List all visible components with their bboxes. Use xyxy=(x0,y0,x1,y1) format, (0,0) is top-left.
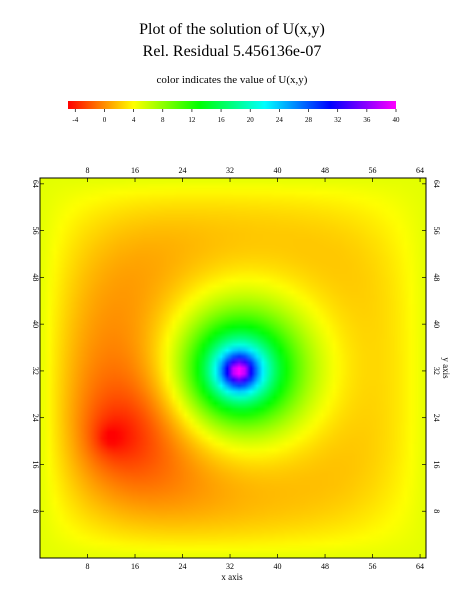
y-tick-label-right: 32 xyxy=(432,367,441,375)
colorbar-tick-label: 8 xyxy=(161,116,165,124)
x-tick-label-bottom: 24 xyxy=(179,562,187,571)
y-tick-label-right: 16 xyxy=(432,460,441,468)
colorbar-tick-label: 24 xyxy=(276,116,284,124)
y-tick-label-right: 40 xyxy=(432,320,441,328)
x-tick-label-top: 56 xyxy=(369,166,377,175)
y-tick-label-left: 48 xyxy=(31,273,40,281)
x-tick-label-bottom: 48 xyxy=(321,562,329,571)
y-tick-label-left: 8 xyxy=(31,509,40,513)
y-tick-label-right: 8 xyxy=(432,509,441,513)
x-tick-label-bottom: 8 xyxy=(86,562,90,571)
x-tick-label-bottom: 16 xyxy=(131,562,139,571)
colorbar-tick-label: 28 xyxy=(305,116,313,124)
x-tick-label-top: 8 xyxy=(86,166,90,175)
y-tick-label-right: 64 xyxy=(432,180,441,188)
x-tick-label-top: 24 xyxy=(179,166,187,175)
colorbar-tick-label: 32 xyxy=(334,116,342,124)
colorbar-tick-label: -4 xyxy=(72,116,78,124)
plot-frame xyxy=(39,177,427,559)
x-tick-label-top: 64 xyxy=(416,166,424,175)
y-tick-label-left: 64 xyxy=(31,180,40,188)
heatmap-plot: 8 8 16 16 24 24 32 32 40 40 48 48 56 56 64 64 8 8 16 16 24 24… xyxy=(31,166,441,571)
x-tick-label-top: 32 xyxy=(226,166,234,175)
y-tick-label-right: 24 xyxy=(432,414,441,422)
colorbar-tick-label: 36 xyxy=(363,116,371,124)
x-tick-label-bottom: 32 xyxy=(226,562,234,571)
y-tick-label-left: 56 xyxy=(31,227,40,235)
x-tick-label-top: 48 xyxy=(321,166,329,175)
x-tick-label-top: 16 xyxy=(131,166,139,175)
x-tick-label-top: 40 xyxy=(274,166,282,175)
y-tick-label-left: 16 xyxy=(31,460,40,468)
colorbar-gradient xyxy=(68,101,396,109)
x-axis-label: x axis xyxy=(221,572,243,582)
colorbar-tick-label: 20 xyxy=(247,116,255,124)
x-tick-label-bottom: 64 xyxy=(416,562,424,571)
axis-ticks: 8 8 16 16 24 24 32 32 40 40 48 48 56 56 64 64 8 8 16 16 24 24… xyxy=(31,166,441,571)
y-tick-label-left: 24 xyxy=(31,414,40,422)
heatmap-image xyxy=(40,178,426,558)
colorbar-label: color indicates the value of U(x,y) xyxy=(157,74,308,86)
y-tick-label-left: 40 xyxy=(31,320,40,328)
colorbar: -4 0 4 8 12 16 20 24 28 32 36 40 xyxy=(68,101,400,124)
colorbar-tick-label: 40 xyxy=(393,116,401,124)
colorbar-tick-label: 4 xyxy=(132,116,136,124)
y-tick-label-left: 32 xyxy=(31,367,40,375)
x-tick-label-bottom: 40 xyxy=(274,562,282,571)
x-tick-label-bottom: 56 xyxy=(369,562,377,571)
chart-title: Plot of the solution of U(x,y) xyxy=(139,21,325,38)
colorbar-tick-label: 12 xyxy=(188,116,196,124)
y-tick-label-right: 48 xyxy=(432,273,441,281)
chart-subtitle: Rel. Residual 5.456136e-07 xyxy=(143,43,322,60)
colorbar-tick-label: 0 xyxy=(103,116,107,124)
colorbar-ticks: -4 0 4 8 12 16 20 24 28 32 36 40 xyxy=(72,109,400,124)
y-tick-label-right: 56 xyxy=(432,227,441,235)
colorbar-tick-label: 16 xyxy=(218,116,226,124)
y-axis-label: y axis xyxy=(441,357,451,379)
